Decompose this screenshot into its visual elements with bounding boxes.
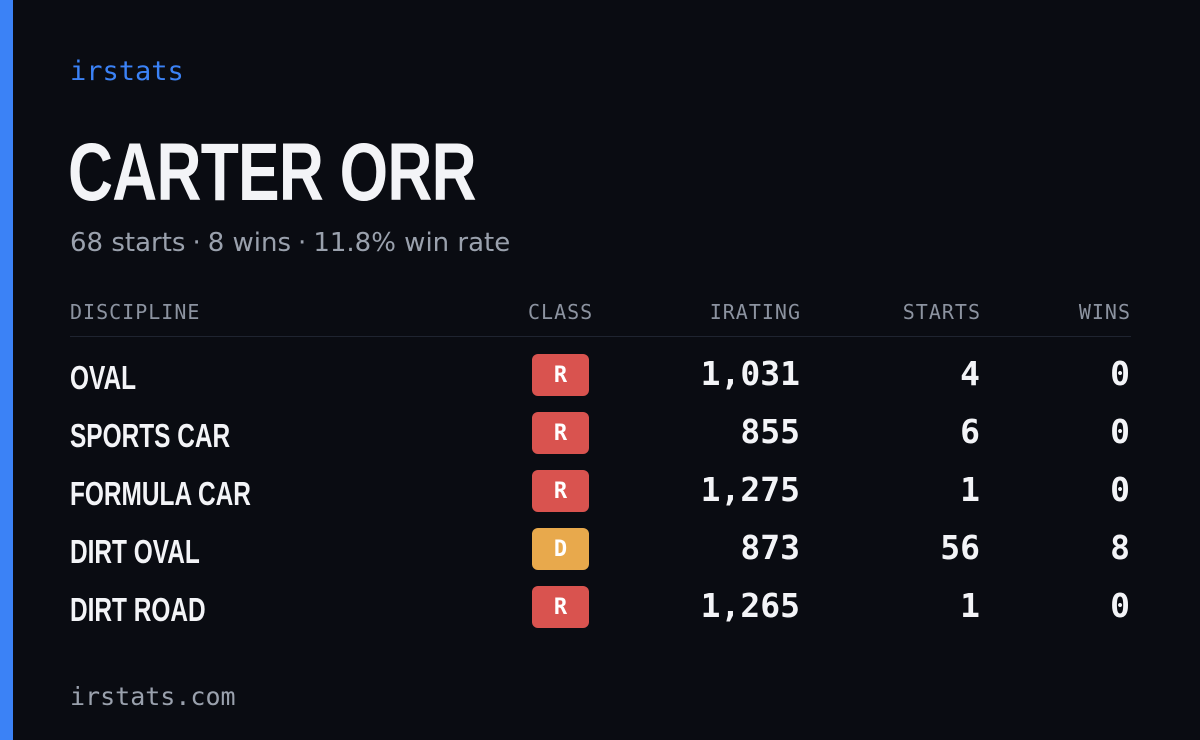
brand-logo: irstats [70, 56, 184, 87]
wins-value: 0 [1110, 586, 1130, 625]
starts-value: 1 [960, 586, 980, 625]
table-row: DIRT ROAD R 1,265 1 0 [70, 578, 1131, 636]
win-rate-summary: 11.8% win rate [313, 228, 511, 258]
discipline-name: DIRT ROAD [70, 591, 206, 628]
table-row: SPORTS CAR R 855 6 0 [70, 404, 1131, 462]
wins-summary: 8 wins [207, 228, 292, 258]
starts-value: 56 [940, 528, 980, 567]
class-badge: R [532, 354, 589, 396]
table-row: DIRT OVAL D 873 56 8 [70, 520, 1131, 578]
class-badge: R [532, 586, 589, 628]
class-badge: R [532, 470, 589, 512]
starts-summary: 68 starts [70, 228, 186, 258]
summary-separator: · [298, 228, 307, 258]
table-row: OVAL R 1,031 4 0 [70, 346, 1131, 404]
header-wins: WINS [1078, 300, 1131, 324]
wins-value: 0 [1110, 470, 1130, 509]
player-summary: 68 starts · 8 wins · 11.8% win rate [70, 228, 510, 258]
irating-value: 1,275 [700, 470, 800, 509]
wins-value: 0 [1110, 354, 1130, 393]
header-starts: STARTS [902, 300, 981, 324]
starts-value: 1 [960, 470, 980, 509]
discipline-name: OVAL [70, 359, 137, 396]
discipline-name: FORMULA CAR [70, 475, 251, 512]
discipline-name: DIRT OVAL [70, 533, 200, 570]
player-name: CARTER ORR [68, 127, 477, 218]
starts-value: 4 [960, 354, 980, 393]
irating-value: 1,265 [700, 586, 800, 625]
class-badge: D [532, 528, 589, 570]
footer-url: irstats.com [70, 682, 236, 711]
summary-separator: · [192, 228, 201, 258]
irating-value: 1,031 [700, 354, 800, 393]
class-badge: R [532, 412, 589, 454]
wins-value: 8 [1110, 528, 1130, 567]
irating-value: 855 [740, 412, 800, 451]
wins-value: 0 [1110, 412, 1130, 451]
stats-table-header: DISCIPLINE CLASS IRATING STARTS WINS [70, 300, 1131, 337]
starts-value: 6 [960, 412, 980, 451]
discipline-name: SPORTS CAR [70, 417, 231, 454]
stats-table-body: OVAL R 1,031 4 0 SPORTS CAR R 855 6 0 FO… [70, 346, 1131, 636]
header-discipline: DISCIPLINE [70, 300, 201, 324]
accent-bar [0, 0, 13, 740]
irating-value: 873 [740, 528, 800, 567]
table-row: FORMULA CAR R 1,275 1 0 [70, 462, 1131, 520]
header-class: CLASS [528, 300, 594, 324]
header-irating: IRATING [709, 300, 801, 324]
